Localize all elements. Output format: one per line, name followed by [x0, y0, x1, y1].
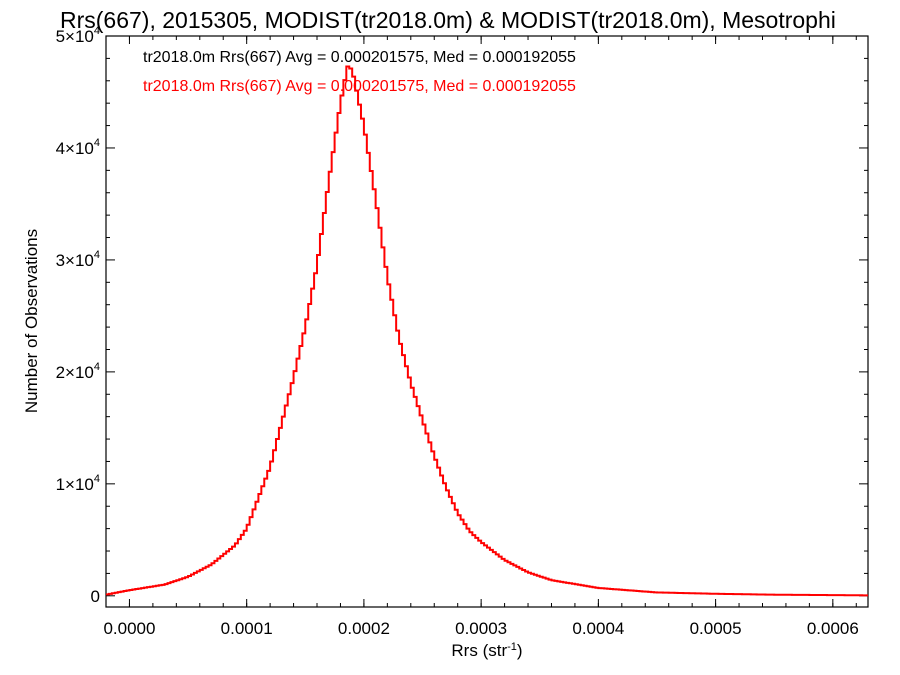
- x-axis-label: Rrs (str-1): [451, 641, 522, 660]
- y-axis-label: Number of Observations: [22, 229, 41, 413]
- x-axis-label-superscript: -1: [507, 641, 517, 653]
- plot-frame: [105, 35, 869, 608]
- x-tick-label: 0.0002: [338, 619, 390, 638]
- x-tick-label: 0.0003: [455, 619, 507, 638]
- x-axis-label-close: ): [517, 641, 523, 660]
- x-tick-label: 0.0001: [221, 619, 273, 638]
- y-tick-label: 1×104: [56, 473, 100, 494]
- y-tick-label: 0: [91, 587, 100, 606]
- x-tick-label: 0.0004: [572, 619, 624, 638]
- y-tick-label: 2×104: [56, 361, 100, 382]
- x-axis-ticks: 0.0000 0.0001 0.0002 0.0003 0.0004 0.0005 0.00…: [103, 36, 859, 638]
- x-tick-label: 0.0000: [103, 619, 155, 638]
- y-tick-label: 3×104: [56, 249, 100, 270]
- histogram-series-line: [106, 65, 868, 597]
- chart-title: Rrs(667), 2015305, MODIST(tr2018.0m) & M…: [60, 7, 836, 33]
- x-tick-label: 0.0005: [690, 619, 742, 638]
- legend-entry-red: tr2018.0m Rrs(667) Avg = 0.000201575, Me…: [143, 78, 576, 95]
- y-tick-label: 4×104: [56, 137, 100, 158]
- x-tick-label: 0.0006: [807, 619, 859, 638]
- legend-entry-black: tr2018.0m Rrs(667) Avg = 0.000201575, Me…: [143, 49, 576, 66]
- y-tick-label: 5×104: [56, 25, 100, 46]
- x-axis-label-main: Rrs (str: [451, 641, 507, 660]
- y-axis-ticks: 0 1×104 2×104 3×104 4×104 5×104: [56, 25, 868, 606]
